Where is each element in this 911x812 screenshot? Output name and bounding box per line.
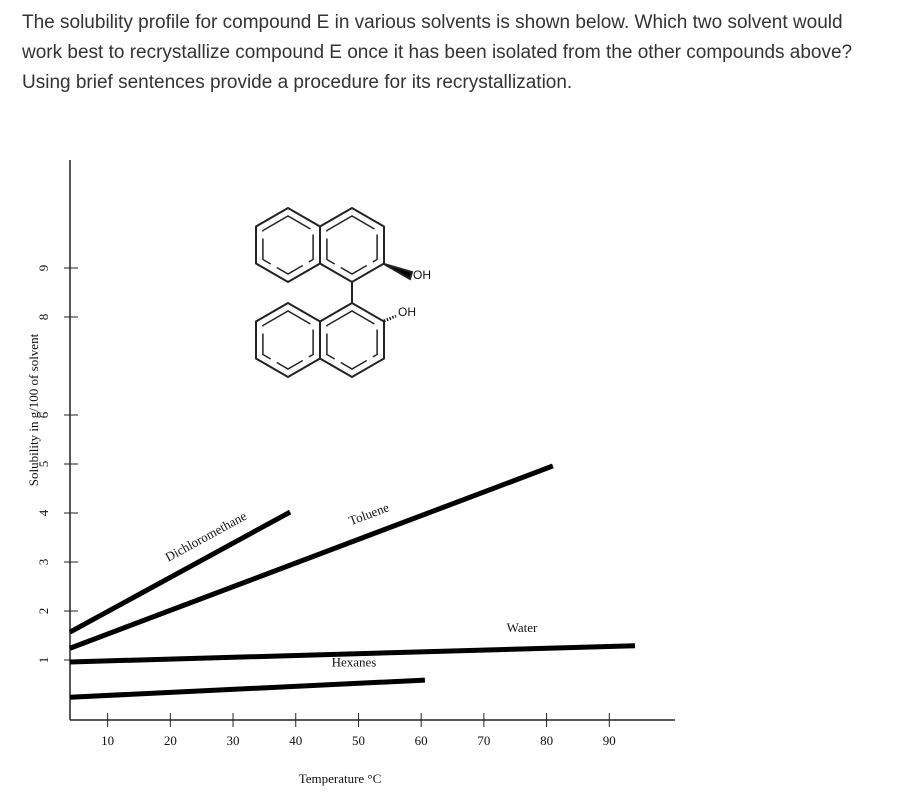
y-tick-label: 5 (36, 461, 51, 468)
question-line: Using brief sentences provide a procedur… (22, 72, 573, 93)
structure (255, 206, 414, 379)
y-tick-label: 3 (36, 559, 51, 566)
x-tick-label: 40 (289, 733, 302, 748)
solvent-line (69, 643, 636, 665)
ring (319, 206, 385, 284)
y-tick-label: 6 (36, 411, 51, 418)
series-label: Toluene (347, 499, 392, 528)
y-tick-label: 1 (36, 657, 51, 664)
ring-inner (326, 215, 378, 275)
ring-inner (262, 310, 314, 370)
ring (255, 206, 321, 284)
oh-label: OH (413, 268, 431, 282)
ring-inner (326, 310, 378, 370)
wedge-bond (383, 263, 414, 281)
series-label: Hexanes (332, 655, 377, 670)
solvent-line (69, 463, 554, 651)
hash-bond (383, 314, 397, 323)
x-tick-label: 80 (540, 733, 553, 748)
x-tick-label: 90 (603, 733, 616, 748)
question-line: work best to recrystallize compound E on… (22, 42, 853, 63)
solvent-line (69, 677, 426, 700)
question: The solubility profile for compound E in… (22, 8, 902, 98)
ring (255, 301, 321, 379)
ring-inner (262, 215, 314, 275)
ring (319, 301, 385, 379)
x-tick-label: 60 (415, 733, 428, 748)
y-tick-label: 2 (36, 608, 51, 615)
question-line: The solubility profile for compound E in… (22, 12, 843, 33)
x-axis-title: Temperature °C (299, 771, 382, 786)
solvent-line (68, 509, 292, 635)
x-tick-label: 20 (164, 733, 177, 748)
x-tick-label: 50 (352, 733, 365, 748)
y-axis-title: Solubility in g/100 of solvent (26, 333, 41, 486)
y-tick-label: 8 (36, 314, 51, 321)
series-label: Water (507, 620, 538, 635)
x-tick-label: 10 (101, 733, 114, 748)
y-tick-label: 4 (36, 509, 51, 516)
y-tick-label: 9 (36, 265, 51, 272)
x-tick-label: 70 (477, 733, 490, 748)
oh-label: OH (398, 305, 416, 319)
x-tick-label: 30 (227, 733, 240, 748)
